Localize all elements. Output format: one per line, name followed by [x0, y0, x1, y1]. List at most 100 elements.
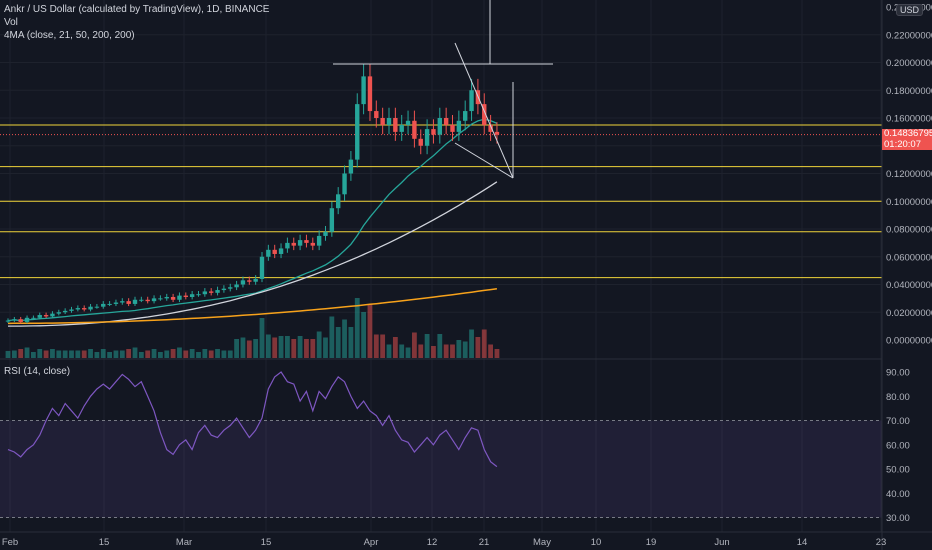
- candle-body: [221, 288, 227, 291]
- volume-bar: [113, 350, 119, 358]
- candle-body: [355, 104, 360, 160]
- volume-bar: [469, 329, 474, 358]
- volume-bar: [291, 339, 297, 358]
- volume-bar: [342, 319, 347, 358]
- volume-bar: [253, 339, 259, 358]
- volume-bar: [443, 344, 449, 358]
- rsi-band-fill: [0, 420, 882, 518]
- candle-body: [361, 76, 366, 105]
- volume-bar: [392, 337, 398, 358]
- volume-bar: [431, 346, 436, 358]
- candle-body: [456, 120, 462, 132]
- trend-drawings: [333, 0, 553, 179]
- volume-bar: [164, 350, 170, 358]
- x-tick-label: 10: [591, 537, 602, 548]
- volume-bar: [138, 352, 144, 358]
- volume-bar: [380, 334, 386, 358]
- volume-bar: [221, 350, 227, 358]
- candle-body: [285, 242, 290, 249]
- volume-bar: [373, 334, 379, 358]
- volume-bar: [94, 352, 100, 358]
- candle-body: [75, 308, 81, 310]
- candle-body: [323, 231, 328, 236]
- currency-badge[interactable]: USD: [896, 4, 924, 16]
- candle-body: [82, 308, 87, 310]
- candle-body: [158, 298, 163, 300]
- volume-bar: [367, 304, 373, 358]
- rsi-tick-label: 90.00: [886, 368, 910, 379]
- candle-body: [24, 317, 30, 322]
- candle-body: [386, 118, 392, 125]
- candle-body: [329, 208, 335, 232]
- candle-body: [418, 138, 423, 146]
- volume-bar: [462, 341, 468, 358]
- candle-body: [139, 299, 144, 301]
- candle-body: [62, 310, 68, 313]
- volume-bar: [424, 334, 430, 358]
- candle-body: [120, 301, 125, 303]
- volume-bar: [386, 344, 392, 358]
- candle-body: [177, 295, 182, 300]
- candle-body: [50, 313, 55, 317]
- candle-body: [316, 235, 322, 246]
- grid-lines: [0, 0, 882, 532]
- candle-body: [113, 302, 119, 304]
- rsi-tick-label: 40.00: [886, 489, 910, 500]
- x-tick-label: Apr: [364, 537, 379, 548]
- candle-body: [310, 242, 315, 246]
- candle-body: [196, 294, 201, 296]
- candle-body: [247, 280, 252, 282]
- volume-bar: [126, 349, 132, 358]
- candle-body: [374, 111, 379, 118]
- rsi-tick-label: 80.00: [886, 392, 910, 403]
- candle-body: [291, 242, 296, 246]
- x-tick-label: Jun: [714, 537, 729, 548]
- candle-body: [37, 315, 42, 318]
- volume-bar: [456, 340, 462, 358]
- candle-body: [56, 312, 61, 314]
- pennant-lower-line: [454, 142, 514, 179]
- volume-bar: [278, 336, 284, 358]
- bar-countdown: 01:20:07: [884, 138, 921, 150]
- volume-bar: [202, 349, 208, 358]
- volume-bar: [196, 352, 201, 358]
- rsi-tick-label: 60.00: [886, 440, 910, 451]
- volume-bar: [412, 332, 417, 358]
- candle-body: [101, 303, 106, 307]
- price-tick-label: 0.04000000: [886, 280, 932, 291]
- volume-bar: [323, 337, 328, 358]
- candle-body: [336, 194, 341, 209]
- candle-body: [170, 296, 176, 300]
- price-tick-label: 0.02000000: [886, 308, 932, 319]
- x-tick-label: May: [533, 537, 551, 548]
- pennant-upper-line: [454, 42, 514, 179]
- volume-bar: [494, 349, 500, 358]
- x-tick-label: Feb: [2, 537, 18, 548]
- volume-bar: [297, 336, 303, 358]
- volume-bar: [177, 347, 182, 358]
- volume-bar: [18, 349, 24, 358]
- candle-body: [228, 287, 233, 289]
- volume-bar: [265, 334, 271, 358]
- rsi-tick-label: 30.00: [886, 513, 910, 524]
- volume-bar: [69, 350, 74, 358]
- candle-body: [443, 118, 449, 125]
- volume-bar: [246, 340, 252, 358]
- candle-body: [469, 90, 474, 112]
- candle-body: [145, 299, 150, 302]
- candle-body: [107, 303, 112, 305]
- rsi-tick-label: 70.00: [886, 416, 910, 427]
- legend-ma: 4MA (close, 21, 50, 200, 200): [4, 30, 135, 41]
- volume-bar: [50, 349, 55, 358]
- volume-bar: [329, 316, 335, 358]
- volume-bar: [437, 334, 443, 358]
- last-price-value: 0.14836795: [884, 128, 932, 139]
- volume-bar: [304, 339, 309, 358]
- price-tick-label: 0.12000000: [886, 169, 932, 180]
- candle-body: [266, 249, 271, 257]
- ma50-line: [8, 181, 498, 327]
- x-tick-label: 21: [479, 537, 490, 548]
- ma200-line: [7, 287, 498, 325]
